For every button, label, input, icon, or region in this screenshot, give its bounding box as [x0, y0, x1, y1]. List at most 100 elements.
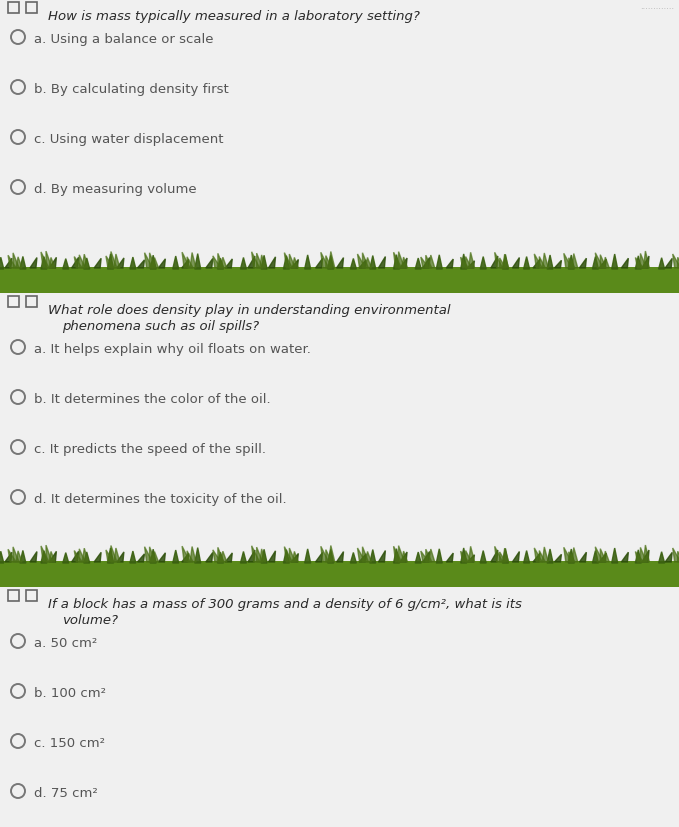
Polygon shape [217, 259, 223, 270]
Polygon shape [71, 258, 79, 269]
Polygon shape [547, 549, 553, 563]
Polygon shape [446, 260, 453, 269]
Polygon shape [82, 255, 88, 269]
Polygon shape [370, 550, 375, 563]
Polygon shape [221, 552, 227, 562]
Text: If a block has a mass of 300 grams and a density of 6 g/cm², what is its: If a block has a mass of 300 grams and a… [48, 597, 522, 610]
Polygon shape [145, 253, 153, 269]
Polygon shape [268, 552, 276, 562]
Polygon shape [106, 550, 114, 562]
Polygon shape [429, 549, 435, 562]
Polygon shape [13, 254, 19, 269]
Polygon shape [225, 553, 232, 562]
Polygon shape [49, 258, 55, 269]
Polygon shape [421, 552, 429, 562]
Polygon shape [289, 548, 295, 562]
Polygon shape [569, 259, 575, 269]
Text: b. 100 cm²: b. 100 cm² [34, 686, 106, 699]
Polygon shape [495, 547, 502, 562]
Polygon shape [446, 553, 453, 562]
Polygon shape [195, 548, 201, 563]
Polygon shape [337, 552, 344, 562]
Polygon shape [41, 551, 47, 563]
Polygon shape [190, 253, 196, 269]
Polygon shape [137, 554, 145, 562]
Bar [0, 562, 679, 587]
Polygon shape [502, 548, 509, 562]
Polygon shape [359, 261, 366, 269]
Polygon shape [642, 256, 649, 269]
Polygon shape [94, 552, 101, 562]
Polygon shape [114, 255, 120, 269]
Polygon shape [555, 555, 562, 562]
Polygon shape [326, 256, 332, 269]
Text: b. By calculating density first: b. By calculating density first [34, 83, 229, 96]
Polygon shape [640, 547, 646, 562]
Polygon shape [50, 552, 56, 562]
Polygon shape [568, 549, 574, 563]
Text: a. 50 cm²: a. 50 cm² [34, 636, 97, 649]
Polygon shape [673, 255, 679, 269]
Polygon shape [394, 549, 399, 563]
Polygon shape [240, 258, 246, 270]
Polygon shape [659, 259, 665, 270]
Polygon shape [289, 255, 295, 269]
Bar [8, 590, 19, 601]
Polygon shape [218, 254, 224, 269]
Polygon shape [378, 551, 386, 562]
Polygon shape [46, 251, 52, 269]
Polygon shape [564, 547, 572, 562]
Polygon shape [74, 257, 82, 269]
Polygon shape [316, 552, 323, 562]
Polygon shape [467, 261, 475, 269]
Polygon shape [429, 256, 435, 269]
Polygon shape [74, 551, 82, 562]
Polygon shape [400, 259, 407, 269]
Polygon shape [252, 546, 259, 562]
Polygon shape [569, 552, 575, 562]
Polygon shape [543, 254, 549, 269]
Polygon shape [500, 259, 506, 269]
Polygon shape [268, 257, 276, 269]
Polygon shape [469, 547, 475, 562]
Text: volume?: volume? [62, 614, 118, 626]
Polygon shape [213, 550, 221, 562]
Polygon shape [416, 552, 421, 563]
Polygon shape [665, 259, 672, 269]
Bar [0, 587, 679, 827]
Polygon shape [524, 257, 530, 270]
Polygon shape [213, 256, 221, 269]
Polygon shape [467, 555, 475, 562]
Polygon shape [460, 258, 469, 269]
Polygon shape [182, 253, 190, 269]
Polygon shape [326, 550, 332, 562]
Bar [26, 3, 37, 14]
Polygon shape [240, 552, 246, 563]
Polygon shape [642, 551, 649, 562]
Polygon shape [636, 256, 641, 270]
Polygon shape [466, 257, 472, 269]
Bar [8, 3, 19, 14]
Polygon shape [370, 256, 375, 270]
Polygon shape [399, 546, 405, 562]
Polygon shape [595, 254, 604, 269]
Polygon shape [572, 254, 578, 269]
Polygon shape [422, 258, 430, 269]
Polygon shape [62, 553, 69, 563]
Polygon shape [533, 260, 540, 269]
Polygon shape [612, 255, 618, 270]
Polygon shape [130, 552, 136, 563]
Polygon shape [257, 254, 263, 269]
Polygon shape [329, 252, 335, 269]
Polygon shape [416, 259, 421, 270]
Bar [0, 294, 679, 562]
Polygon shape [350, 552, 356, 563]
Polygon shape [187, 257, 193, 269]
Polygon shape [437, 549, 442, 563]
Polygon shape [600, 549, 606, 562]
Polygon shape [378, 257, 386, 269]
Polygon shape [259, 549, 265, 562]
Polygon shape [0, 552, 4, 563]
Polygon shape [107, 255, 113, 270]
Polygon shape [149, 547, 155, 562]
